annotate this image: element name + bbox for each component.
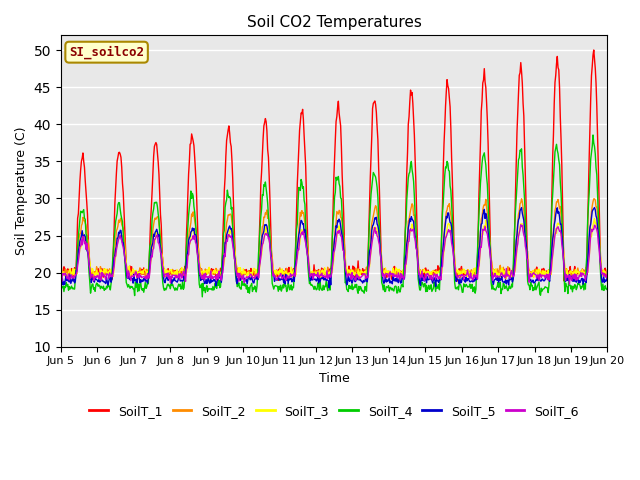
SoilT_4 [67, 285, 75, 290]
SoilT_6 [517, 222, 525, 228]
SoilT_1 [590, 47, 598, 53]
SoilT_4 [589, 132, 597, 138]
SoilT_4 [198, 294, 206, 300]
SoilT_2 [67, 271, 75, 276]
SoilT_6 [67, 275, 75, 280]
SoilT_1 [417, 269, 424, 275]
SoilT_2 [417, 267, 424, 273]
Text: SI_soilco2: SI_soilco2 [69, 46, 144, 59]
SoilT_3 [123, 268, 131, 274]
Line: SoilT_4: SoilT_4 [61, 135, 607, 297]
SoilT_1 [179, 271, 186, 276]
SoilT_6 [401, 273, 408, 279]
SoilT_1 [453, 278, 461, 284]
SoilT_3 [181, 278, 189, 284]
SoilT_2 [207, 268, 215, 274]
Line: SoilT_6: SoilT_6 [61, 225, 607, 284]
SoilT_3 [57, 270, 65, 276]
SoilT_6 [417, 275, 424, 281]
SoilT_3 [67, 269, 75, 275]
SoilT_5 [179, 278, 186, 284]
X-axis label: Time: Time [319, 372, 349, 385]
Legend: SoilT_1, SoilT_2, SoilT_3, SoilT_4, SoilT_5, SoilT_6: SoilT_1, SoilT_2, SoilT_3, SoilT_4, Soil… [84, 400, 584, 423]
SoilT_5 [591, 204, 598, 210]
Y-axis label: Soil Temperature (C): Soil Temperature (C) [15, 127, 28, 255]
SoilT_5 [67, 281, 75, 287]
SoilT_2 [502, 276, 509, 282]
Title: Soil CO2 Temperatures: Soil CO2 Temperatures [247, 15, 422, 30]
SoilT_3 [179, 269, 186, 275]
SoilT_6 [179, 273, 186, 278]
SoilT_4 [604, 286, 611, 291]
Line: SoilT_1: SoilT_1 [61, 50, 607, 281]
SoilT_2 [179, 270, 186, 276]
SoilT_3 [591, 216, 598, 221]
SoilT_6 [123, 269, 131, 275]
SoilT_5 [604, 274, 611, 280]
SoilT_6 [57, 266, 65, 272]
SoilT_2 [57, 271, 65, 277]
Line: SoilT_3: SoilT_3 [61, 218, 607, 281]
SoilT_5 [57, 280, 65, 286]
SoilT_1 [123, 267, 131, 273]
SoilT_4 [209, 287, 216, 293]
SoilT_6 [207, 276, 215, 282]
SoilT_5 [401, 256, 409, 262]
SoilT_4 [179, 279, 186, 285]
SoilT_4 [57, 284, 65, 289]
SoilT_3 [401, 269, 409, 275]
SoilT_1 [604, 267, 611, 273]
SoilT_1 [401, 259, 408, 264]
SoilT_1 [57, 270, 65, 276]
SoilT_5 [123, 275, 131, 281]
SoilT_4 [123, 282, 131, 288]
SoilT_2 [123, 268, 131, 274]
SoilT_4 [417, 282, 425, 288]
SoilT_4 [401, 228, 409, 234]
SoilT_3 [209, 270, 216, 276]
SoilT_2 [604, 267, 611, 273]
SoilT_6 [604, 269, 611, 275]
SoilT_5 [207, 279, 215, 285]
SoilT_1 [207, 266, 215, 272]
SoilT_3 [417, 271, 425, 277]
SoilT_6 [566, 281, 573, 287]
SoilT_2 [518, 196, 525, 202]
SoilT_5 [325, 285, 333, 291]
SoilT_5 [417, 274, 425, 279]
SoilT_3 [604, 271, 611, 276]
SoilT_2 [401, 271, 408, 276]
Line: SoilT_2: SoilT_2 [61, 199, 607, 279]
Line: SoilT_5: SoilT_5 [61, 207, 607, 288]
SoilT_1 [67, 269, 75, 275]
